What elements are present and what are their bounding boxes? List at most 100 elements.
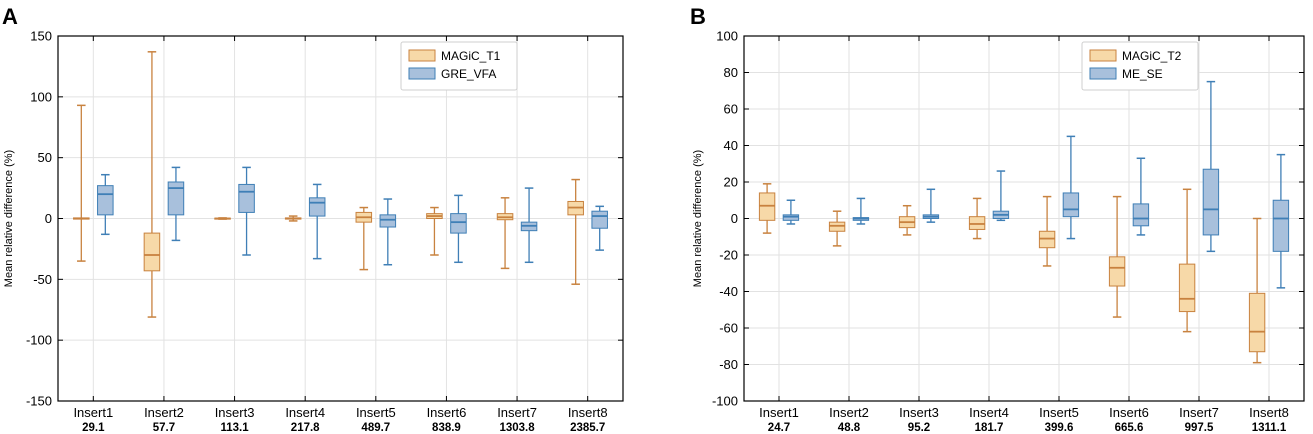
box-me-se-insert5 — [1062, 135, 1080, 240]
legend-swatch-orange — [1089, 49, 1117, 62]
box-magic-t2-insert7 — [1178, 188, 1196, 333]
legend-swatch-blue — [408, 67, 436, 80]
box-iqr — [828, 221, 846, 232]
box-iqr — [238, 183, 255, 213]
series-magic-t1 — [73, 51, 584, 318]
x-tick-label: Insert6 — [1109, 405, 1149, 420]
plot-frame — [57, 35, 624, 402]
box-iqr — [1132, 203, 1150, 227]
legend: MAGiC_T1 GRE_VFA — [400, 41, 518, 91]
box-me-se-insert6 — [1132, 157, 1150, 236]
box-gre-vfa-insert5 — [379, 198, 397, 266]
x-tick-label: Insert1 — [759, 405, 799, 420]
legend-swatch-blue — [1089, 67, 1117, 80]
box-iqr — [1062, 192, 1080, 218]
x-tick-label: Insert5 — [356, 405, 396, 420]
box-magic-t2-insert1 — [758, 183, 776, 234]
box-iqr — [97, 185, 114, 216]
y-tick-label: 80 — [724, 65, 738, 80]
x-sublabel: 838.9 — [432, 422, 461, 434]
box-magic-t1-insert3 — [214, 217, 231, 220]
box-gre-vfa-insert1 — [97, 173, 114, 236]
x-sublabel: 489.7 — [361, 422, 390, 434]
box-gre-vfa-insert8 — [591, 205, 608, 251]
x-tick-label: Insert5 — [1039, 405, 1079, 420]
box-iqr — [1202, 168, 1220, 236]
y-axis-label: Mean relative difference (%) — [3, 150, 15, 287]
legend: MAGiC_T2 ME_SE — [1081, 41, 1199, 91]
x-tick-label: Insert8 — [1249, 405, 1289, 420]
grid — [58, 35, 623, 402]
y-tick-label: 40 — [724, 138, 738, 153]
x-sublabel: 95.2 — [908, 422, 930, 434]
x-sublabel: 29.1 — [82, 422, 105, 434]
x-tick-label: Insert7 — [1179, 405, 1219, 420]
legend-entry: MAGiC_T2 — [1122, 49, 1182, 63]
box-iqr — [1038, 230, 1056, 249]
y-tick-label: 60 — [724, 102, 738, 117]
y-tick-label: 50 — [38, 150, 52, 165]
x-tick-label: Insert8 — [568, 405, 608, 420]
box-gre-vfa-insert7 — [520, 187, 538, 264]
box-magic-t2-insert2 — [828, 210, 846, 247]
box-iqr — [450, 213, 467, 234]
y-tick-label: -100 — [712, 394, 738, 409]
x-tick-label: Insert4 — [969, 405, 1009, 420]
y-tick-label: 0 — [45, 211, 52, 226]
box-magic-t1-insert6 — [426, 206, 443, 256]
y-axis-label: Mean relative difference (%) — [692, 150, 704, 287]
y-tick-label: -80 — [719, 357, 738, 372]
box-magic-t1-insert7 — [496, 197, 514, 270]
box-magic-t2-insert5 — [1038, 195, 1056, 267]
legend-entry: GRE_VFA — [441, 67, 496, 81]
y-tick-label: -60 — [719, 321, 738, 336]
box-magic-t1-insert8 — [567, 178, 584, 285]
box-gre-vfa-insert6 — [450, 194, 467, 264]
box-gre-vfa-insert4 — [308, 183, 326, 260]
box-iqr — [968, 216, 986, 230]
series-me-se — [782, 80, 1290, 289]
x-sublabel: 997.5 — [1185, 422, 1214, 434]
box-magic-t2-insert3 — [898, 204, 916, 236]
y-tick-label: -50 — [33, 272, 52, 287]
panel-label: B — [690, 4, 706, 29]
y-tick-label: 100 — [716, 29, 738, 44]
y-tick-label: -20 — [719, 248, 738, 263]
x-sublabel: 2385.7 — [570, 422, 605, 434]
x-sublabel: 1311.1 — [1252, 422, 1287, 434]
x-tick-label: Insert3 — [899, 405, 939, 420]
series-gre-vfa — [97, 166, 608, 266]
box-iqr — [758, 192, 776, 221]
box-iqr — [379, 214, 397, 228]
box-magic-t1-insert4 — [284, 215, 302, 222]
box-iqr — [1248, 292, 1266, 353]
panel-label: A — [2, 4, 18, 29]
x-sublabel: 1303.8 — [499, 422, 535, 434]
panel-b: B -100 -80 -60 -40 -20 0 20 40 60 80 100 Insert1 24.7… — [690, 4, 1305, 434]
x-tick-label: Insert3 — [215, 405, 255, 420]
x-sublabel: 399.6 — [1045, 422, 1074, 434]
legend-swatch-orange — [408, 49, 436, 62]
box-gre-vfa-insert3 — [238, 166, 255, 256]
y-tick-label: 150 — [30, 29, 52, 44]
y-tick-label: 20 — [724, 175, 738, 190]
plot-frame — [743, 35, 1305, 402]
y-tick-label: -100 — [26, 333, 52, 348]
series-magic-t2 — [758, 183, 1266, 364]
x-sublabel: 48.8 — [838, 422, 861, 434]
x-tick-label: Insert6 — [427, 405, 467, 420]
y-tick-label: 100 — [30, 89, 52, 104]
box-magic-t1-insert1 — [73, 104, 90, 262]
box-magic-t1-insert5 — [355, 206, 373, 271]
x-sublabel: 217.8 — [291, 422, 320, 434]
y-tick-label: -40 — [719, 284, 738, 299]
x-sublabel: 57.7 — [153, 422, 175, 434]
box-iqr — [1108, 256, 1126, 287]
x-sublabel: 665.6 — [1115, 422, 1144, 434]
x-sublabel: 181.7 — [975, 422, 1004, 434]
legend-entry: MAGiC_T1 — [441, 49, 501, 63]
box-iqr — [591, 210, 608, 229]
legend-entry: ME_SE — [1122, 67, 1163, 81]
box-iqr — [1272, 199, 1290, 252]
x-sublabel: 113.1 — [220, 422, 249, 434]
